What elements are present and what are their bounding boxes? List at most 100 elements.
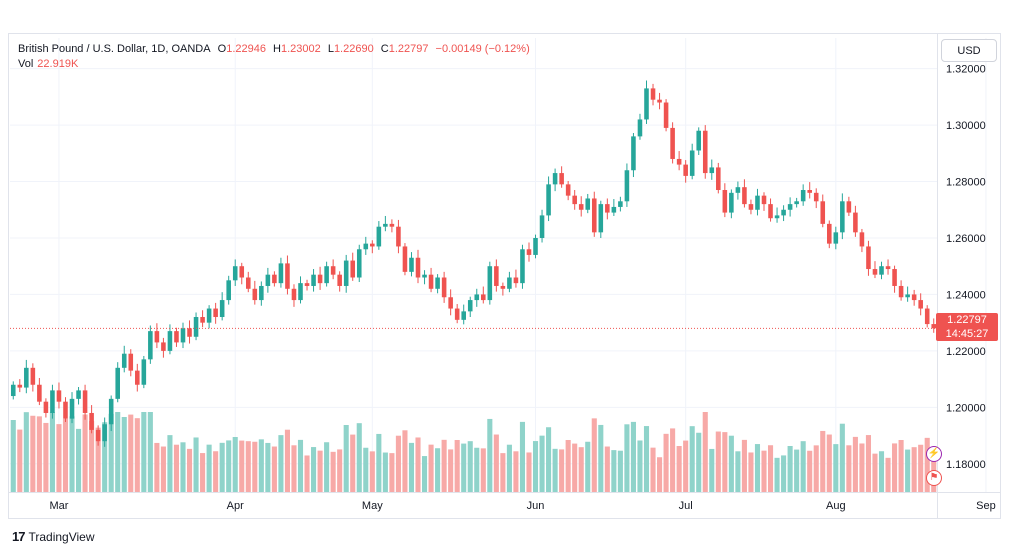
volume-bar: [36, 416, 42, 492]
currency-button[interactable]: USD: [941, 39, 997, 62]
candle-body: [578, 204, 584, 210]
volume-bar: [892, 443, 898, 492]
candle-body: [50, 390, 55, 413]
volume-bar: [474, 447, 480, 492]
x-tick-label: Aug: [826, 500, 846, 512]
volume-bar: [826, 434, 832, 492]
candle-body: [383, 223, 388, 227]
volume-bar: [559, 449, 565, 492]
candle-body: [683, 164, 688, 176]
candle-body: [422, 274, 427, 278]
y-tick-label: 1.22000: [946, 346, 986, 358]
volume-bar: [337, 449, 343, 492]
volume-bar: [147, 412, 153, 492]
volume-bar: [115, 412, 121, 492]
candle-body: [239, 266, 245, 278]
candle-body: [748, 204, 754, 210]
candle-body: [866, 246, 871, 270]
volume-bar: [284, 429, 290, 492]
candle-body: [774, 215, 780, 219]
volume-bar: [62, 418, 69, 492]
volume-bar: [193, 437, 199, 492]
y-tick-label: 1.28000: [946, 177, 986, 189]
volume-bar: [23, 412, 29, 492]
volume-bar: [552, 448, 558, 492]
candle-body: [441, 277, 447, 298]
candle-body: [89, 412, 94, 430]
volume-bar: [304, 455, 310, 492]
volume-bar: [421, 456, 428, 492]
candle-body: [363, 243, 369, 250]
candle-body: [591, 198, 597, 233]
volume-bar: [219, 442, 225, 492]
candle-body: [317, 274, 323, 284]
y-tick-label: 1.32000: [946, 64, 986, 76]
volume-bar: [506, 444, 512, 492]
volume-bar: [160, 446, 166, 492]
volume-bar: [624, 424, 630, 492]
volume-bar: [252, 441, 258, 492]
candle-body: [526, 249, 532, 255]
candle-body: [402, 246, 408, 272]
volume-bar: [448, 449, 454, 492]
candle-body: [324, 266, 329, 284]
volume-bar: [846, 445, 852, 492]
lightning-icon[interactable]: ⚡: [926, 446, 942, 462]
volume-bar: [781, 455, 787, 492]
volume-bar: [898, 440, 904, 492]
volume-bar: [441, 439, 447, 492]
volume-bar: [741, 439, 747, 492]
x-tick-label: May: [362, 500, 383, 512]
candle-body: [794, 201, 799, 205]
candle-body: [128, 353, 134, 371]
volume-bar: [200, 453, 206, 492]
tradingview-logo-icon[interactable]: 17: [12, 529, 26, 544]
volume-bar: [49, 412, 55, 492]
high-key: H: [273, 43, 281, 55]
candle-body: [689, 150, 695, 176]
candle-body: [161, 342, 166, 351]
candle-body: [389, 223, 395, 227]
low-value: 1.22690: [333, 43, 374, 55]
volume-bar: [565, 440, 571, 492]
candle-body: [63, 401, 68, 419]
candle-body: [206, 308, 212, 323]
volume-bar: [643, 426, 650, 492]
candle-body: [200, 317, 205, 323]
candle-body: [415, 257, 421, 278]
candle-body: [565, 184, 571, 196]
volume-bar: [154, 442, 160, 492]
candle-body: [696, 130, 702, 151]
volume-bar: [604, 446, 610, 492]
candle-body: [872, 269, 878, 275]
candle-body: [898, 285, 904, 298]
volume-bar: [689, 426, 695, 492]
volume-bar: [324, 442, 330, 492]
x-tick-label: Sep: [976, 500, 996, 512]
candle-body: [559, 173, 564, 185]
volume-bar: [722, 432, 728, 492]
volume-bar: [526, 452, 532, 492]
volume-bar: [435, 448, 441, 492]
candle-body: [702, 130, 708, 174]
volume-bar: [519, 421, 526, 492]
candle-body: [507, 277, 512, 289]
candle-body: [24, 367, 29, 388]
volume-bar: [128, 414, 134, 492]
volume-bar: [702, 412, 708, 492]
flag-icon[interactable]: ⚑: [926, 470, 942, 486]
candle-body: [905, 294, 910, 298]
symbol-title[interactable]: British Pound / U.S. Dollar, 1D, OANDA: [18, 43, 211, 55]
candle-body: [219, 300, 225, 318]
volume-bar: [245, 441, 251, 492]
candle-body: [330, 266, 336, 275]
candle-body: [265, 274, 271, 286]
volume-bar: [134, 418, 140, 492]
brand-name[interactable]: TradingView: [28, 529, 95, 544]
candle-body: [709, 167, 715, 174]
candle-body: [337, 274, 342, 286]
last-price-label: 1.22797: [947, 314, 987, 326]
candle-body: [56, 390, 62, 402]
volume-bar: [480, 448, 486, 492]
